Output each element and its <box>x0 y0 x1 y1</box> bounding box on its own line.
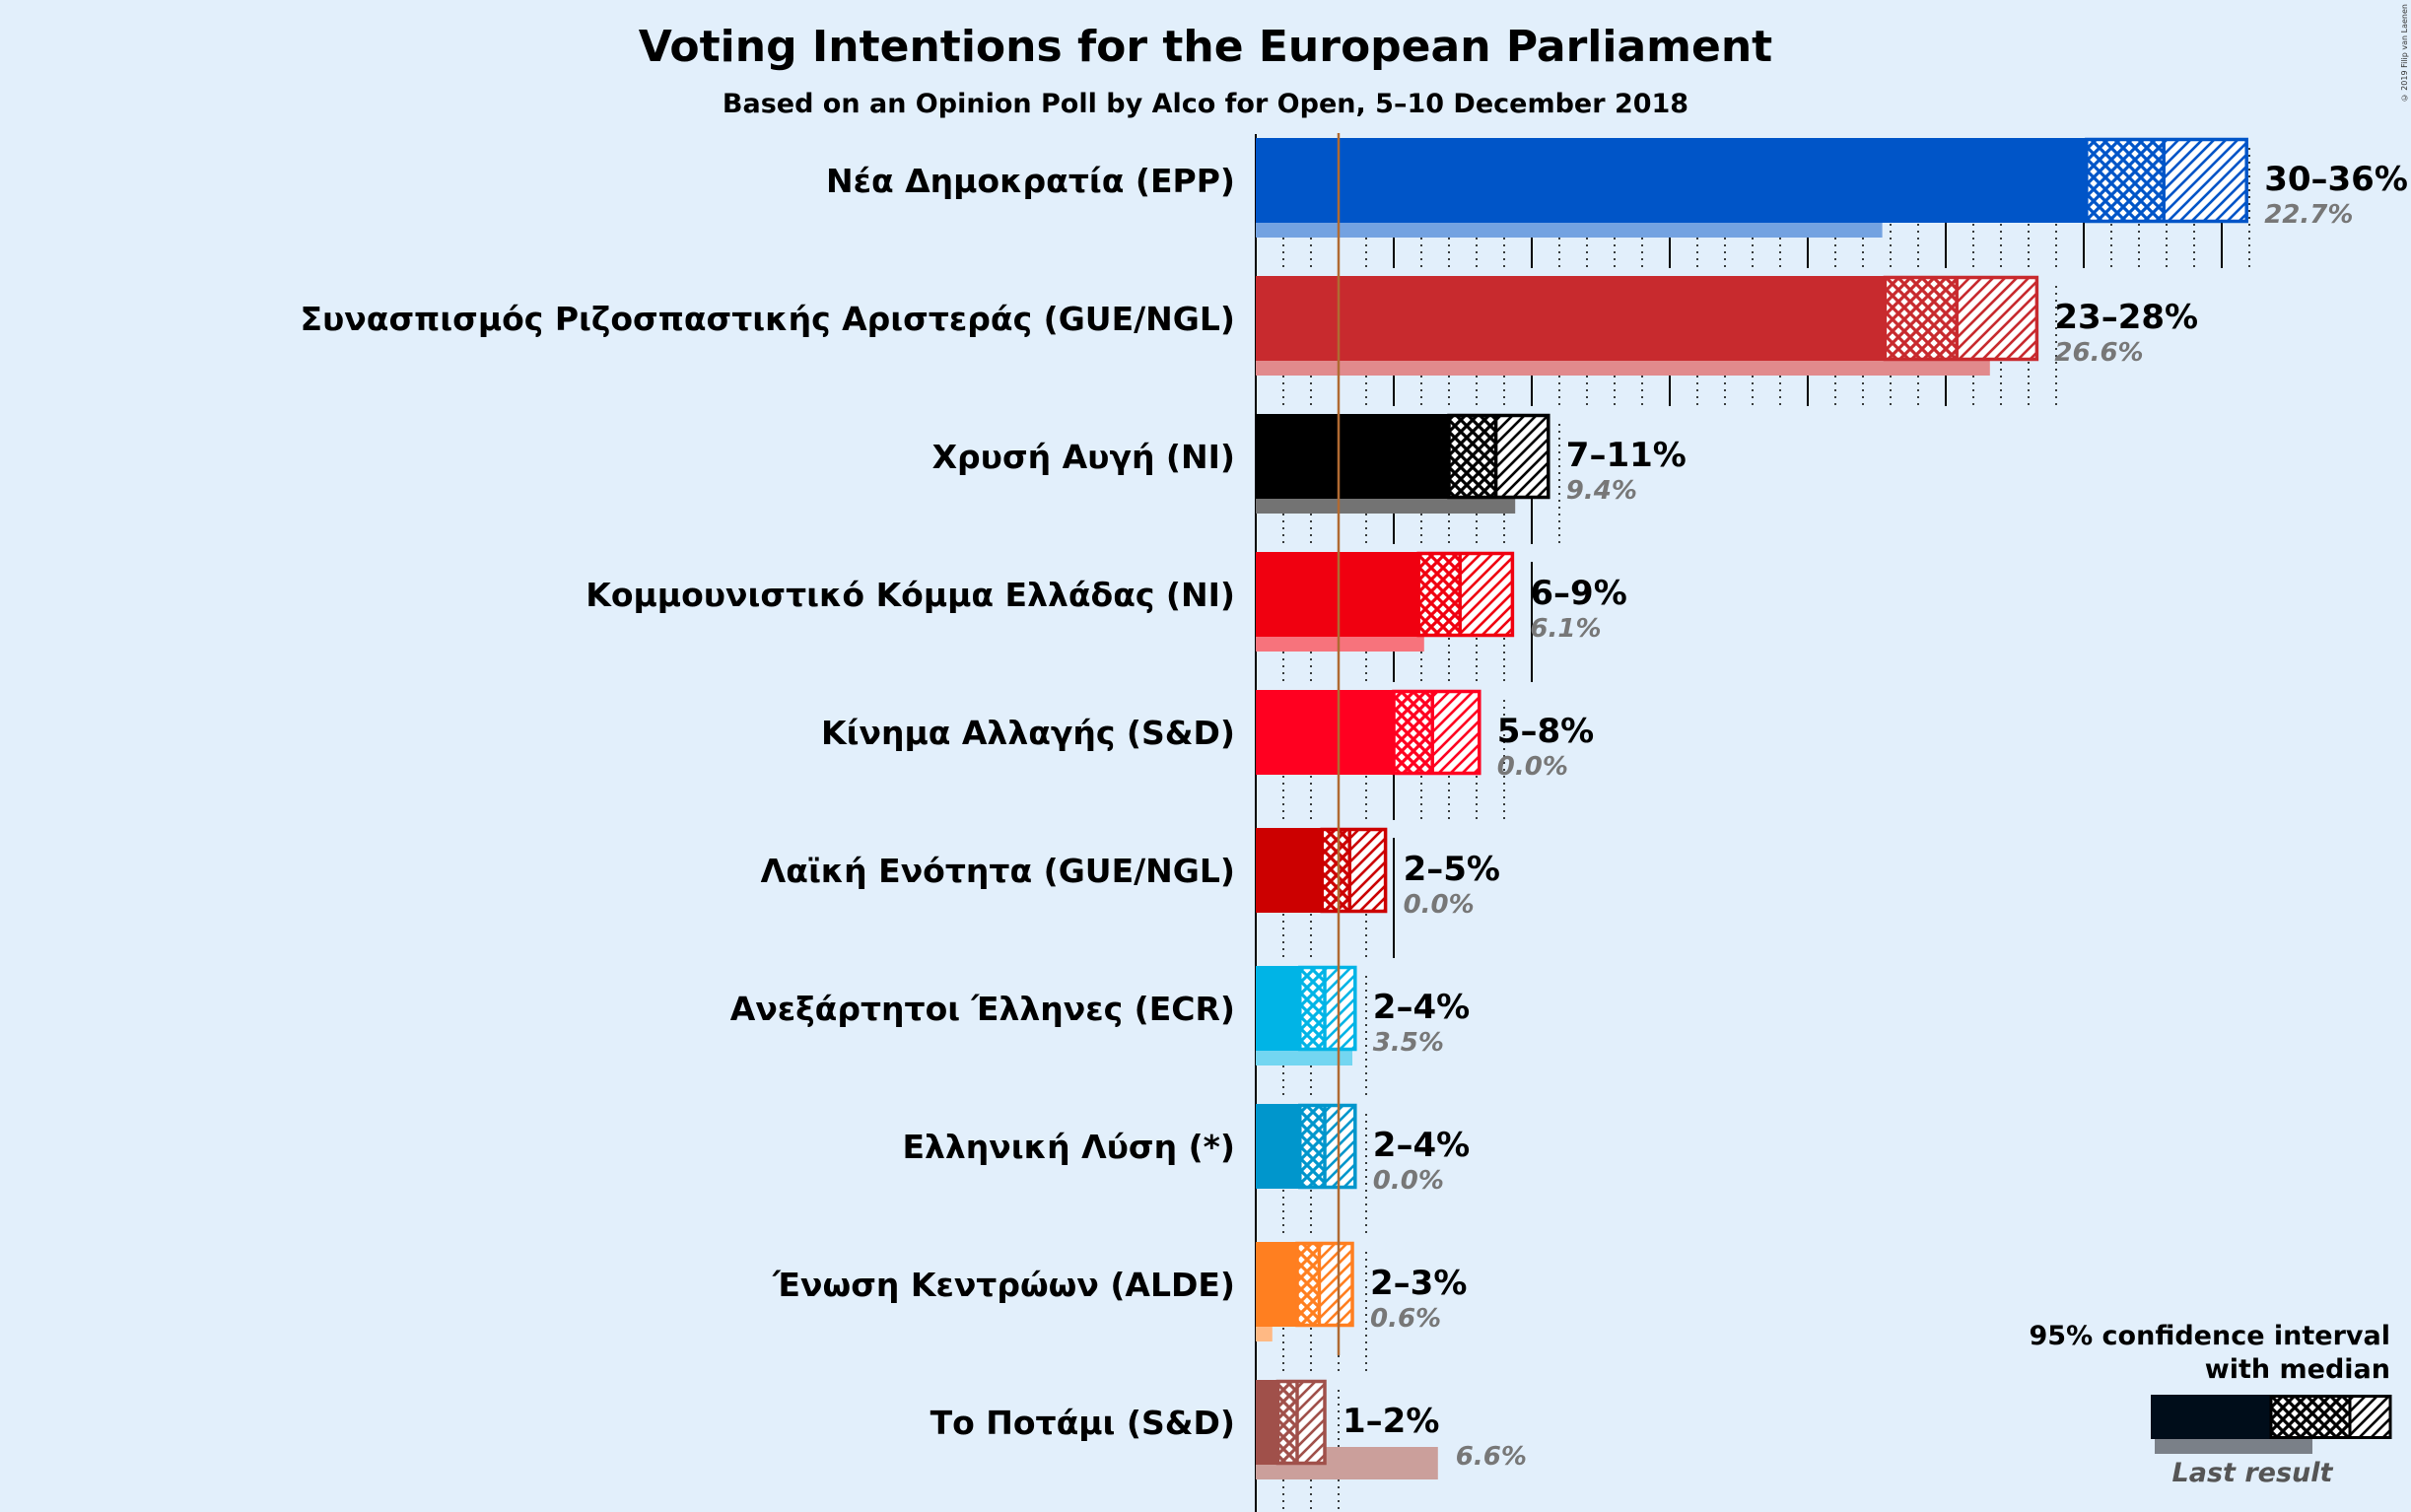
ci-upper-range-bar <box>2164 138 2247 223</box>
party-row: Νέα Δημοκρατία (EPP) 30–36%22.7% <box>826 134 2408 272</box>
range-label: 2–4% <box>1373 988 1470 1027</box>
party-name: Συνασπισμός Ριζοσπαστικής Αριστεράς (GUE… <box>300 300 1235 338</box>
ci-range-outline <box>1320 827 1388 914</box>
last-result-label: 6.6% <box>1456 1442 1527 1472</box>
party-name: Ένωση Κεντρώων (ALDE) <box>772 1266 1235 1304</box>
ci-solid-bar <box>1256 690 1394 775</box>
ci-range-outline <box>1295 1241 1354 1328</box>
ci-range-outline <box>1416 551 1515 638</box>
last-result-label: 0.0% <box>1373 1166 1444 1196</box>
party-name: Λαϊκή Ενότητα (GUE/NGL) <box>761 852 1235 890</box>
ci-lower-range-bar <box>1418 552 1461 637</box>
range-label: 30–36% <box>2264 160 2408 199</box>
party-row: Κίνημα Αλλαγής (S&D) 5–8%0.0% <box>821 686 1594 824</box>
ci-lower-range-bar <box>1277 1380 1297 1465</box>
ci-lower-range-bar <box>2086 138 2165 223</box>
party-row: Συνασπισμός Ριζοσπαστικής Αριστεράς (GUE… <box>300 272 2198 410</box>
ci-solid-bar <box>1256 828 1323 913</box>
last-result-label: 22.7% <box>2264 200 2353 230</box>
ci-solid-bar <box>1256 1380 1278 1465</box>
party-row: Το Ποτάμι (S&D) 1–2% 6.6% <box>930 1376 1527 1512</box>
ci-solid-bar <box>1256 1242 1297 1327</box>
range-label: 2–5% <box>1404 850 1500 889</box>
ci-range-outline <box>1447 413 1550 500</box>
last-result-label: 0.0% <box>1497 752 1568 782</box>
ci-range-outline <box>1883 275 2039 362</box>
bars: Νέα Δημοκρατία (EPP) 30–36%22.7% Συνασπισμ… <box>300 133 2408 1512</box>
legend-last-result-bar <box>2155 1436 2312 1454</box>
range-label: 1–2% <box>1343 1402 1439 1441</box>
chart-title: Voting Intentions for the European Parli… <box>639 22 1772 72</box>
ci-solid-bar <box>1256 138 2087 223</box>
party-name: Νέα Δημοκρατία (EPP) <box>826 162 1235 200</box>
last-result-label: 9.4% <box>1566 476 1637 506</box>
party-name: Ελληνική Λύση (*) <box>903 1128 1236 1166</box>
ci-solid-bar <box>1256 966 1300 1051</box>
party-row: Λαϊκή Ενότητα (GUE/NGL) 2–5%0.0% <box>761 824 1500 962</box>
legend-upper-range <box>2350 1395 2390 1439</box>
ci-lower-range-bar <box>1297 1242 1320 1327</box>
ci-upper-range-bar <box>1319 1242 1352 1327</box>
last-result-label: 0.0% <box>1404 890 1475 920</box>
ci-upper-range-bar <box>1460 552 1513 637</box>
ci-range-outline <box>1298 1103 1357 1190</box>
party-name: Το Ποτάμι (S&D) <box>930 1404 1235 1442</box>
ci-upper-range-bar <box>1432 690 1480 775</box>
ci-solid-bar <box>1256 552 1419 637</box>
ci-range-outline <box>2085 137 2248 224</box>
chart-subtitle: Based on an Opinion Poll by Alco for Ope… <box>723 89 1688 119</box>
last-result-label: 3.5% <box>1373 1028 1444 1058</box>
ci-lower-range-bar <box>1449 414 1496 499</box>
range-label: 2–3% <box>1370 1264 1467 1303</box>
legend-ci-label: 95% confidence interval <box>2030 1321 2390 1351</box>
range-label: 6–9% <box>1530 574 1626 613</box>
party-row: Χρυσή Αυγή (NI) 7–11%9.4% <box>932 410 1687 548</box>
copyright: © 2019 Filip van Laenen <box>2400 4 2409 103</box>
range-label: 5–8% <box>1497 712 1594 751</box>
ci-lower-range-bar <box>1322 828 1350 913</box>
ci-upper-range-bar <box>1495 414 1549 499</box>
party-row: Ένωση Κεντρώων (ALDE) 2–3%0.6% <box>772 1238 1467 1376</box>
ci-upper-range-bar <box>1325 1104 1355 1189</box>
ci-lower-range-bar <box>1299 1104 1325 1189</box>
ci-upper-range-bar <box>1297 1380 1325 1465</box>
legend-outline <box>2269 1395 2392 1439</box>
last-result-label: 6.1% <box>1530 614 1601 644</box>
last-result-label: 26.6% <box>2054 338 2143 368</box>
range-label: 2–4% <box>1373 1126 1470 1165</box>
ci-range-outline <box>1298 965 1357 1052</box>
ci-range-outline <box>1275 1379 1327 1466</box>
ci-upper-range-bar <box>1957 276 2037 361</box>
last-result-label: 0.6% <box>1370 1304 1441 1334</box>
party-row: Κομμουνιστικό Κόμμα Ελλάδας (NI) 6–9%6.1% <box>586 548 1627 686</box>
ci-upper-range-bar <box>1349 828 1386 913</box>
legend-last-result-label: Last result <box>2172 1458 2334 1488</box>
ci-solid-bar <box>1256 414 1449 499</box>
ci-lower-range-bar <box>1394 690 1433 775</box>
ci-solid-bar <box>1256 276 1886 361</box>
range-label: 7–11% <box>1566 436 1687 475</box>
party-name: Κομμουνιστικό Κόμμα Ελλάδας (NI) <box>586 576 1235 614</box>
legend-solid-bar <box>2151 1395 2271 1439</box>
party-name: Χρυσή Αυγή (NI) <box>932 438 1235 476</box>
legend-lower-range <box>2271 1395 2350 1439</box>
ci-lower-range-bar <box>1299 966 1325 1051</box>
ci-lower-range-bar <box>1885 276 1958 361</box>
range-label: 23–28% <box>2054 298 2198 337</box>
legend-median-label: with median <box>2205 1354 2390 1385</box>
party-row: Ανεξάρτητοι Έλληνες (ECR) 2–4%3.5% <box>730 962 1470 1100</box>
party-name: Ανεξάρτητοι Έλληνες (ECR) <box>730 990 1235 1028</box>
ci-solid-bar <box>1256 1104 1300 1189</box>
ci-upper-range-bar <box>1325 966 1355 1051</box>
party-row: Ελληνική Λύση (*) 2–4%0.0% <box>903 1100 1470 1238</box>
ci-range-outline <box>1392 689 1481 776</box>
party-name: Κίνημα Αλλαγής (S&D) <box>821 714 1235 752</box>
